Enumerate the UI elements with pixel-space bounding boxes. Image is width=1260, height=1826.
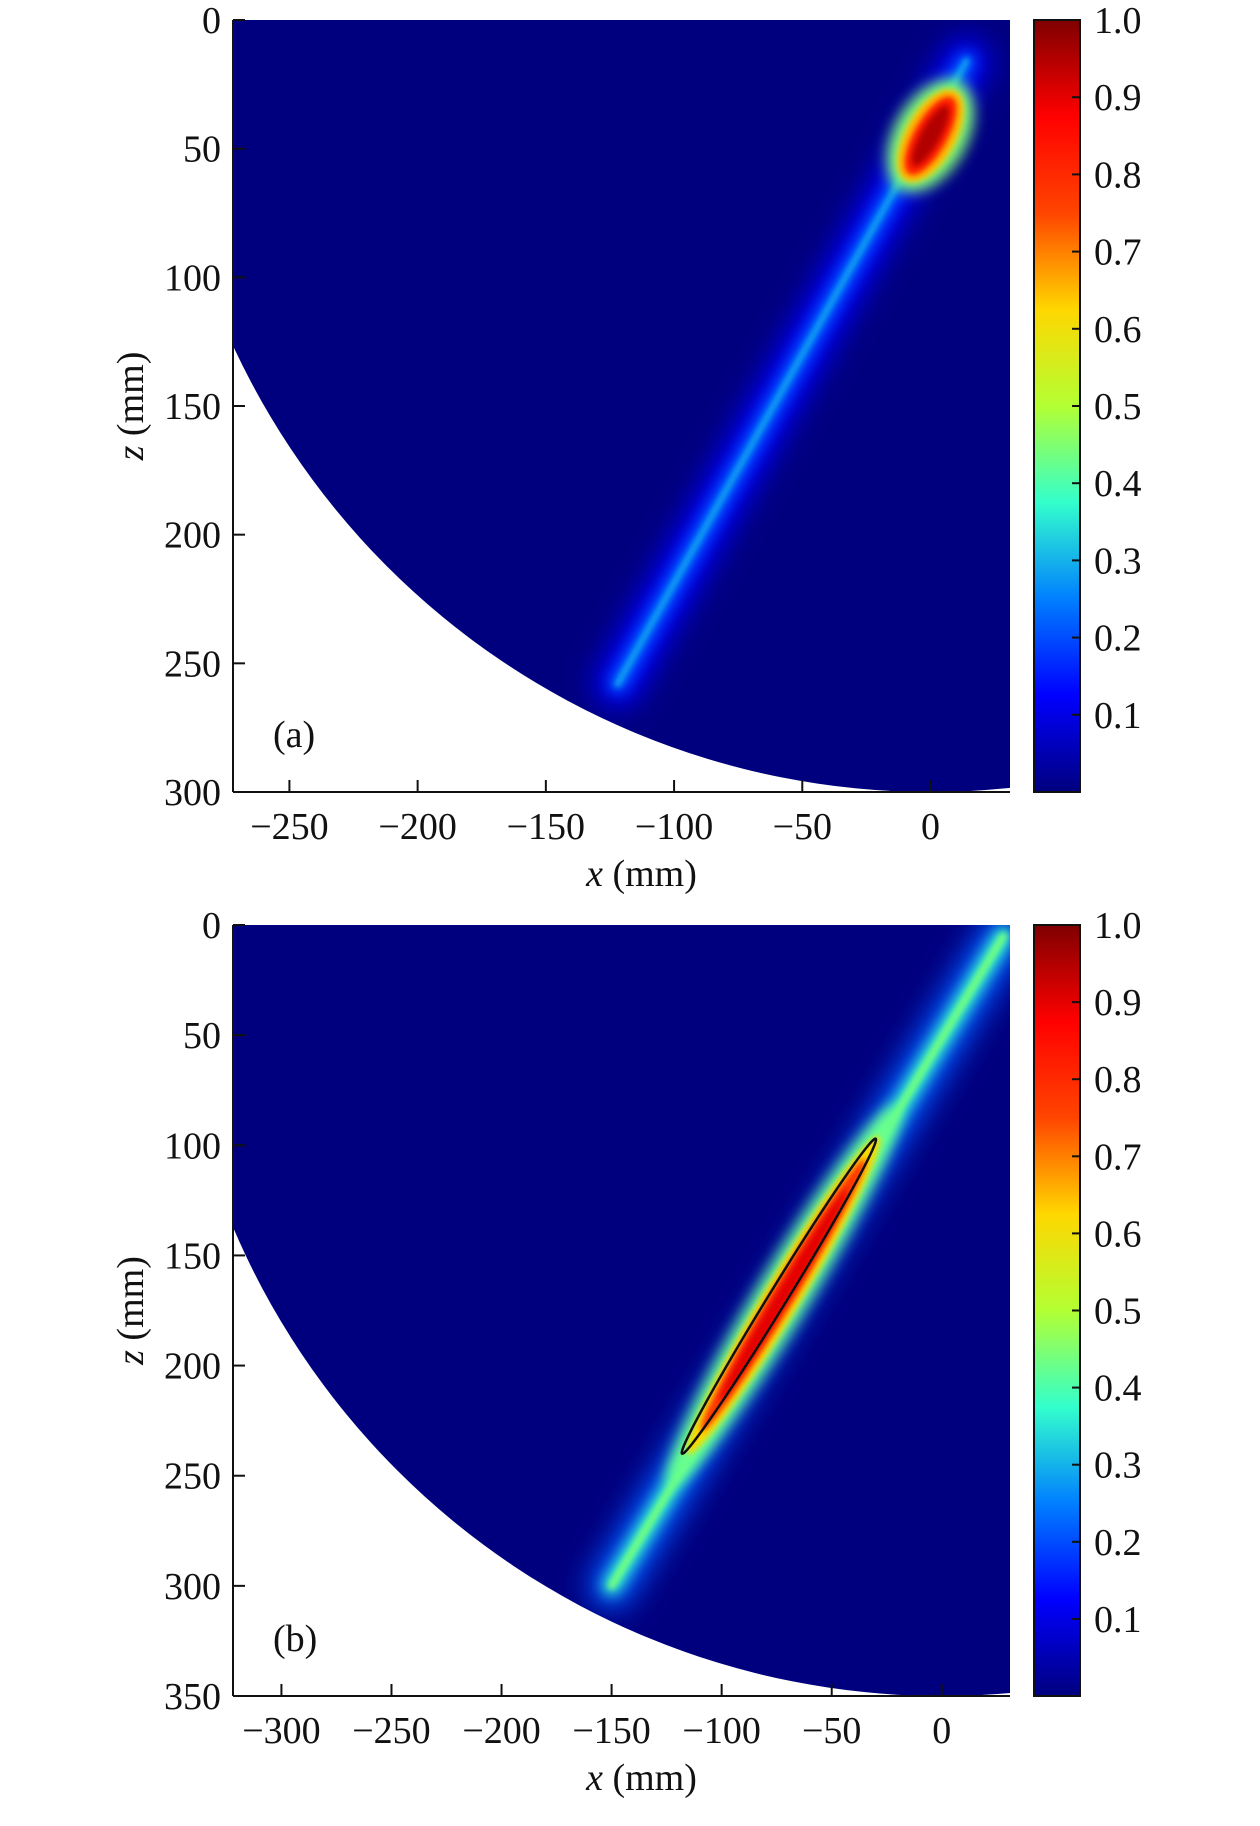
x-tick-label: −150 (572, 1710, 650, 1752)
contour-line (680, 1137, 878, 1456)
y-tick-label: 100 (164, 257, 221, 299)
x-tick-label: −300 (242, 1710, 320, 1752)
x-tick-label: −250 (352, 1710, 430, 1752)
hotspot-layer (719, 1189, 848, 1401)
heatmap-field (233, 925, 1010, 1696)
colorbar-tick-label: 0.6 (1094, 1213, 1142, 1255)
heatmap-field (233, 20, 1010, 792)
colorbar-tick-label: 0.9 (1094, 982, 1142, 1024)
x-tick-label: −100 (635, 806, 713, 848)
colorbar-tick-label: 0.3 (1094, 1445, 1142, 1487)
x-tick-label: −150 (507, 806, 585, 848)
x-axis-label: x (mm) (585, 853, 697, 895)
y-tick-label: 350 (164, 1676, 221, 1718)
x-tick-label: −250 (250, 806, 328, 848)
colorbar-tick-label: 0.4 (1094, 463, 1142, 505)
colorbar-tick-label: 0.7 (1094, 232, 1142, 274)
colorbar-tick-label: 0.9 (1094, 77, 1142, 119)
colorbar-tick-label: 0.1 (1094, 1599, 1142, 1641)
panel-b: −300 −250 −200 −150 −100 −50 0 0 50 100 150 200 250 3… (110, 905, 1142, 1799)
x-tick-label: 0 (921, 806, 940, 848)
x-tick-label: −200 (462, 1710, 540, 1752)
y-tick-label: 150 (164, 386, 221, 428)
x-tick-label: 0 (932, 1710, 951, 1752)
panel-label: (a) (273, 714, 315, 756)
colorbar-tick-label: 0.6 (1094, 309, 1142, 351)
colorbar-tick-label: 0.3 (1094, 540, 1142, 582)
colorbar-tick-label: 0.7 (1094, 1136, 1142, 1178)
y-tick-label: 0 (202, 905, 221, 947)
colorbar-tick-label: 0.5 (1094, 1291, 1142, 1333)
colorbar-tick-label: 0.8 (1094, 154, 1142, 196)
y-tick-label: 250 (164, 1456, 221, 1498)
x-axis-label: x (mm) (585, 1757, 697, 1799)
y-tick-label: 300 (164, 1566, 221, 1608)
colorbar-tick-label: 1.0 (1094, 905, 1142, 947)
colorbar-tick-label: 1.0 (1094, 0, 1142, 42)
panel-label: (b) (273, 1618, 317, 1660)
y-tick-label: 250 (164, 643, 221, 685)
colorbar-tick-label: 0.1 (1094, 695, 1142, 737)
x-tick-label: −100 (682, 1710, 760, 1752)
y-axis-label: z (mm) (110, 1256, 152, 1366)
hotspot-layer (911, 105, 950, 167)
y-tick-label: 300 (164, 772, 221, 814)
y-tick-label: 100 (164, 1125, 221, 1167)
x-tick-label: −50 (802, 1710, 861, 1752)
colorbar-tick-label: 0.4 (1094, 1368, 1142, 1410)
y-tick-label: 0 (202, 0, 221, 42)
colorbar-tick-label: 0.8 (1094, 1059, 1142, 1101)
colorbar-tick-label: 0.5 (1094, 386, 1142, 428)
y-tick-label: 150 (164, 1235, 221, 1277)
x-tick-label: −50 (773, 806, 832, 848)
y-tick-label: 50 (183, 1015, 221, 1057)
y-axis-label: z (mm) (110, 352, 152, 462)
colorbar-tick-label: 0.2 (1094, 618, 1142, 660)
panel-a: −250 −200 −150 −100 −50 0 0 50 100 150 200 250 300 x … (110, 0, 1142, 895)
x-tick-label: −200 (378, 806, 456, 848)
y-tick-label: 200 (164, 1346, 221, 1388)
y-tick-label: 200 (164, 515, 221, 557)
y-tick-label: 50 (183, 129, 221, 171)
colorbar-tick-label: 0.2 (1094, 1522, 1142, 1564)
